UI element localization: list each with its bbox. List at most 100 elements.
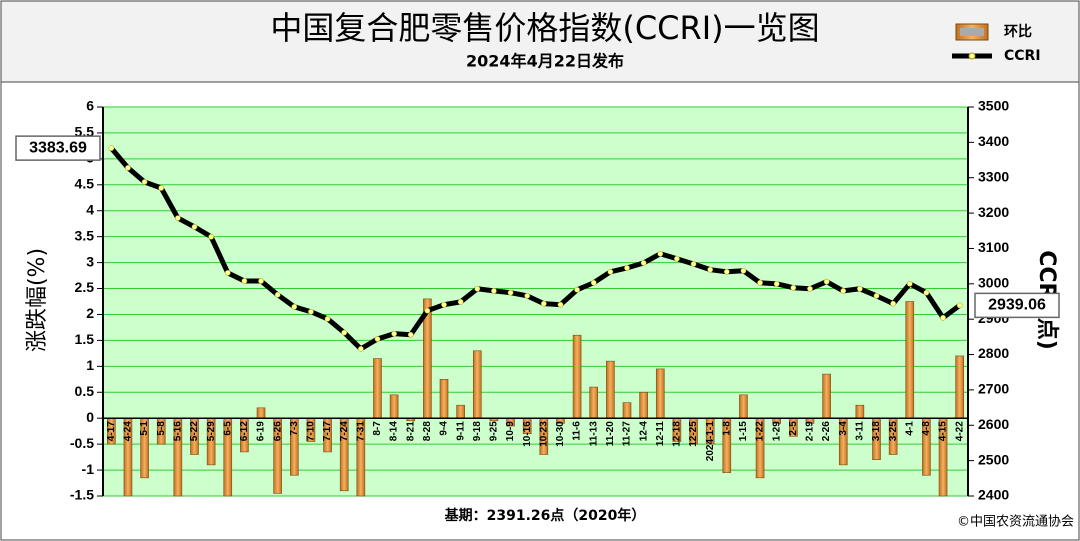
base-note: 基期：2391.26点（2020年） xyxy=(445,507,646,524)
line-point xyxy=(507,289,514,296)
line-point xyxy=(657,250,664,257)
x-tick-label: 2-19 xyxy=(805,421,816,441)
line-point xyxy=(308,308,314,315)
line-point xyxy=(524,292,531,299)
x-tick-label: 1-15 xyxy=(738,421,749,441)
line-point xyxy=(640,260,647,266)
line-point xyxy=(175,215,181,221)
line-point xyxy=(807,285,813,292)
bar xyxy=(456,404,465,419)
x-tick-label: 12-11 xyxy=(655,421,666,446)
x-tick-label: 1-8 xyxy=(721,421,732,436)
line-point xyxy=(906,280,913,287)
line-point xyxy=(624,265,630,271)
x-tick-label: 8-21 xyxy=(405,421,416,441)
chart-subtitle: 2024年4月22日发布 xyxy=(466,52,624,71)
x-tick-label: 7-3 xyxy=(289,421,300,436)
y2-tick-label: 2400 xyxy=(978,487,1009,503)
x-tick-label: 2024-1-1 xyxy=(705,421,716,461)
x-tick-label: 4-22 xyxy=(954,421,965,441)
legend-point xyxy=(968,52,976,60)
x-tick-label: 5-8 xyxy=(156,421,167,436)
x-tick-label: 9-18 xyxy=(472,421,483,441)
x-tick-label: 11-20 xyxy=(605,421,616,446)
line-point xyxy=(790,284,797,291)
x-tick-label: 12-18 xyxy=(672,421,683,447)
x-tick-label: 4-17 xyxy=(106,421,117,441)
line-point xyxy=(923,289,930,296)
x-tick-label: 6-19 xyxy=(256,421,267,441)
x-tick-label: 6-5 xyxy=(222,421,233,436)
bar xyxy=(955,355,964,419)
y-tick-label: -0.5 xyxy=(70,435,94,451)
x-tick-label: 5-29 xyxy=(206,421,217,441)
line-point xyxy=(158,185,165,191)
bar xyxy=(905,301,915,419)
bar xyxy=(655,368,665,419)
y-tick-label: 6 xyxy=(86,98,94,114)
x-tick-label: 8-7 xyxy=(372,421,383,436)
line-point xyxy=(441,301,447,308)
value-label: 3383.69 xyxy=(29,139,87,156)
x-tick-label: 9-11 xyxy=(455,421,466,441)
line-point xyxy=(840,288,847,294)
x-tick-label: 5-22 xyxy=(189,421,200,441)
header xyxy=(0,0,1080,83)
line-point xyxy=(857,285,863,292)
y-tick-label: 4 xyxy=(86,201,94,217)
x-tick-label: 11-6 xyxy=(572,421,583,441)
line-point xyxy=(757,279,763,286)
y2-tick-label: 3000 xyxy=(978,275,1009,291)
bar xyxy=(256,407,266,419)
line-point xyxy=(224,270,231,276)
legend-swatch-inner xyxy=(960,28,984,36)
y2-tick-label: 2800 xyxy=(978,345,1009,361)
line xyxy=(109,146,962,352)
x-tick-label: 7-24 xyxy=(339,421,350,441)
value-label: 2939.06 xyxy=(988,297,1046,314)
line-point xyxy=(324,315,331,322)
x-tick-label: 11-13 xyxy=(588,421,599,446)
bar xyxy=(572,334,582,419)
line-point xyxy=(291,303,298,310)
x-tick-label: 5-1 xyxy=(139,421,150,436)
line-point xyxy=(773,280,780,287)
x-tick-label: 8-14 xyxy=(389,421,400,441)
line-point xyxy=(125,164,131,171)
y-tick-label: 1 xyxy=(86,357,94,373)
line-point xyxy=(391,330,397,337)
y2-tick-label: 3200 xyxy=(978,204,1009,220)
x-tick-label: 10-23 xyxy=(538,421,549,447)
y-tick-label: -1.5 xyxy=(70,487,94,503)
x-tick-label: 9-4 xyxy=(439,421,450,436)
line-point xyxy=(191,224,198,230)
y-tick-label: 2 xyxy=(86,305,94,321)
source: ©中国农资流通协会 xyxy=(957,515,1074,530)
y-tick-label: 2.5 xyxy=(75,279,95,295)
line-point xyxy=(341,329,348,336)
x-tick-label: 4-8 xyxy=(921,421,932,436)
line-point xyxy=(540,300,547,307)
x-tick-label: 4-1 xyxy=(904,421,915,436)
x-tick-label: 3-11 xyxy=(855,421,866,441)
y2-tick-label: 3400 xyxy=(978,133,1009,149)
y-tick-label: 0 xyxy=(86,409,94,425)
x-tick-label: 6-26 xyxy=(272,421,283,441)
y-tick-label: -1 xyxy=(82,461,95,477)
y2-tick-label: 2600 xyxy=(978,416,1009,432)
bar xyxy=(622,402,632,419)
x-tick-label: 10-30 xyxy=(555,421,566,447)
bar xyxy=(739,394,748,419)
y-tick-label: 1.5 xyxy=(75,331,95,347)
bar xyxy=(822,373,831,419)
line-point xyxy=(424,307,431,314)
line-point xyxy=(940,314,946,321)
line-point xyxy=(740,267,747,274)
line-point xyxy=(474,285,481,292)
bar xyxy=(589,386,599,419)
x-tick-label: 8-28 xyxy=(422,421,433,441)
y2-tick-label: 3300 xyxy=(978,168,1009,184)
legend-label: CCRI xyxy=(1004,48,1041,64)
x-tick-label: 10-9 xyxy=(505,421,516,441)
